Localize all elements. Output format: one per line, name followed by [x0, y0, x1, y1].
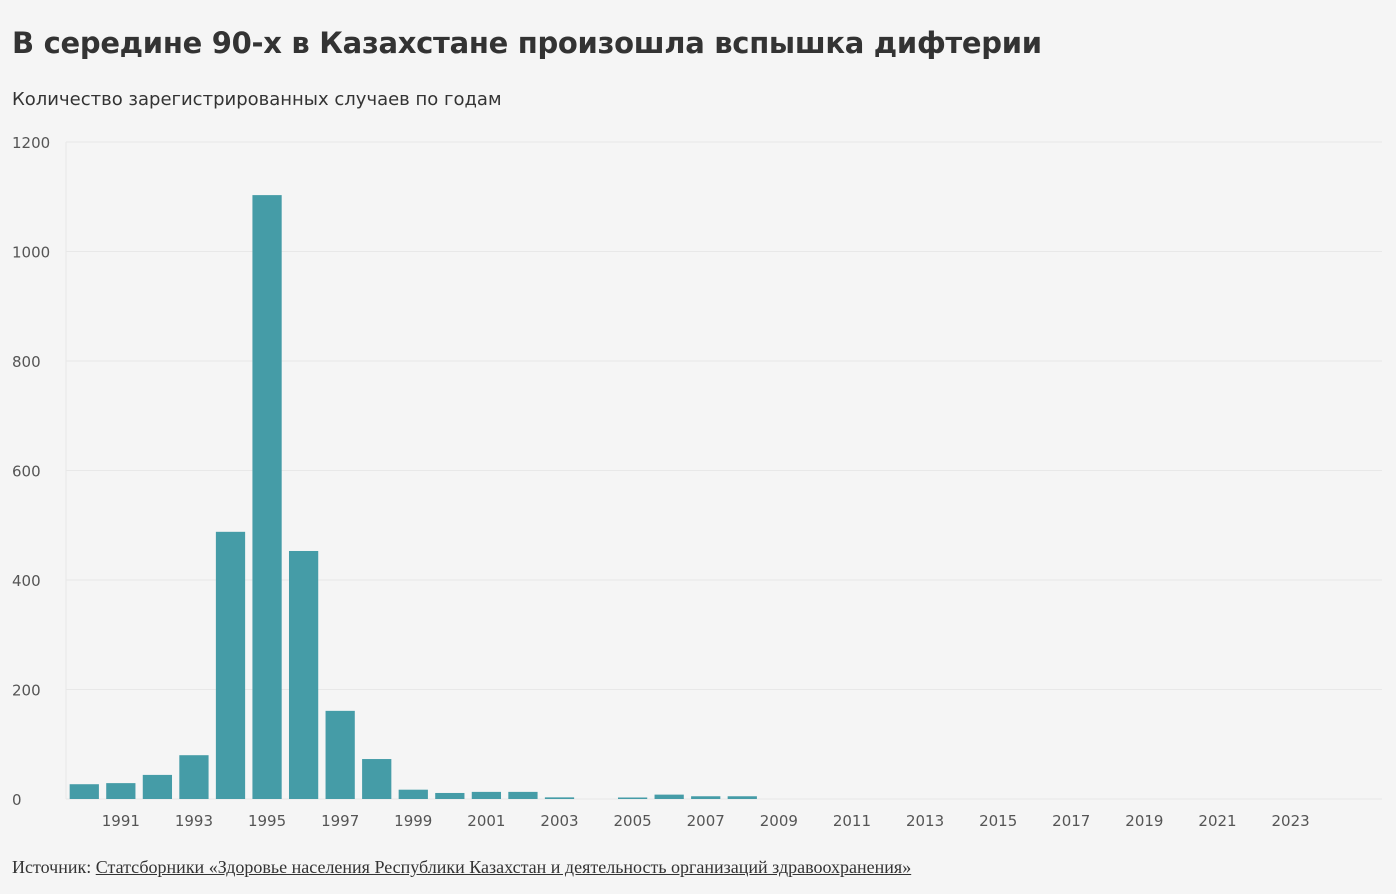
bar-2003	[544, 797, 575, 799]
x-tick-label: 2003	[540, 812, 578, 830]
source-label: Источник:	[12, 857, 92, 877]
chart-title: В середине 90-х в Казахстане произошла в…	[12, 26, 1042, 60]
x-tick-label: 1995	[248, 812, 286, 830]
bar-2005	[617, 797, 648, 799]
x-tick-label: 2023	[1272, 812, 1310, 830]
bar-1996	[288, 550, 319, 799]
bar-1994	[215, 531, 246, 799]
x-tick-label: 2013	[906, 812, 944, 830]
source-note: Источник: Статсборники «Здоровье населен…	[12, 857, 911, 878]
x-axis: 1991 1993 1995 1997 1999 2001 2003 2005 2007 2009…	[102, 812, 1310, 830]
y-tick-label: 800	[12, 353, 41, 371]
x-tick-label: 2017	[1052, 812, 1090, 830]
x-tick-label: 2021	[1198, 812, 1236, 830]
bar-1997	[325, 710, 355, 799]
bars	[69, 195, 757, 800]
bar-2000	[435, 792, 465, 799]
x-tick-label: 2015	[979, 812, 1017, 830]
bar-2007	[691, 796, 721, 799]
bar-1998	[362, 759, 392, 799]
bar-2006	[654, 794, 684, 799]
x-tick-label: 2001	[467, 812, 505, 830]
y-tick-label: 1000	[12, 244, 50, 262]
x-tick-label: 2011	[833, 812, 871, 830]
x-tick-label: 2007	[687, 812, 725, 830]
bar-2002	[508, 791, 538, 799]
bar-2008	[727, 796, 757, 799]
x-tick-label: 1999	[394, 812, 432, 830]
x-tick-label: 1997	[321, 812, 359, 830]
x-tick-label: 1993	[175, 812, 213, 830]
gridlines	[65, 141, 1382, 800]
y-tick-label: 200	[12, 682, 41, 700]
x-tick-label: 2019	[1125, 812, 1163, 830]
x-tick-label: 2009	[760, 812, 798, 830]
bar-1990	[69, 784, 99, 799]
y-tick-label: 1200	[12, 134, 50, 152]
bar-1992	[142, 774, 173, 799]
x-tick-label: 1991	[102, 812, 140, 830]
source-link[interactable]: Статсборники «Здоровье населения Республ…	[95, 857, 912, 877]
y-tick-label: 400	[12, 572, 41, 590]
y-tick-label: 0	[12, 791, 22, 809]
bar-2001	[471, 791, 502, 799]
bar-1993	[179, 755, 209, 799]
bar-1995	[252, 195, 282, 800]
bar-1991	[106, 783, 136, 799]
y-axis: 0 200 400 600 800 1000 1200	[12, 134, 50, 809]
x-tick-label: 2005	[614, 812, 652, 830]
bar-1999	[398, 789, 428, 799]
y-tick-label: 600	[12, 463, 41, 481]
chart-subtitle: Количество зарегистрированных случаев по…	[12, 89, 502, 110]
